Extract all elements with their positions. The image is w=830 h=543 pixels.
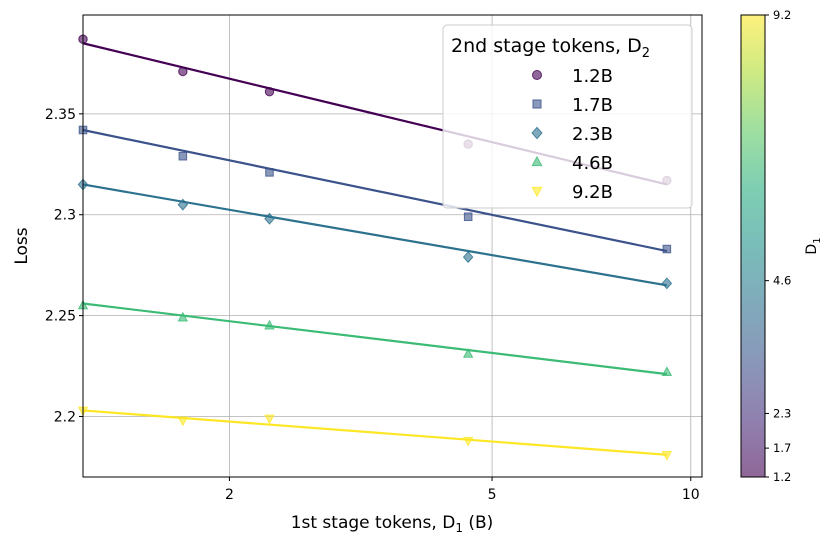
data-point-2.3B: [462, 251, 474, 264]
legend-title: 2nd stage tokens, D2: [451, 35, 650, 61]
data-point-4.6B: [661, 366, 673, 376]
data-point-9.2B: [177, 416, 189, 427]
data-point-9.2B: [462, 436, 474, 447]
data-point-2.3B: [264, 212, 275, 225]
x-axis-label: 1st stage tokens, D1 (B): [291, 513, 494, 535]
legend-marker-1.2B: [532, 70, 542, 80]
colorbar-tick-label: 2.3: [773, 406, 791, 420]
data-point-9.2B: [264, 414, 275, 425]
legend-box: [442, 24, 693, 209]
fit-line-4.6B: [82, 302, 667, 376]
y-axis-label: Loss: [12, 227, 32, 264]
colorbar-tick-label: 1.2: [773, 470, 791, 484]
fit-line-2.3B: [82, 183, 668, 287]
fit-line-1.7B: [82, 128, 668, 253]
data-point-2.3B: [661, 277, 673, 290]
data-point-1.7B: [463, 212, 473, 222]
legend-marker-1.7B: [532, 99, 542, 109]
y-tick-label: 2.35: [45, 107, 76, 123]
data-point-1.7B: [662, 244, 672, 254]
data-point-9.2B: [661, 450, 673, 461]
colorbar-tick-label: 4.6: [773, 274, 791, 288]
legend: 2nd stage tokens, D2 1.2B 1.7B 2.3B 4.6B 9.2…: [442, 24, 693, 209]
x-tick-label: 5: [488, 487, 497, 503]
y-tick-label: 2.25: [45, 309, 76, 325]
legend-label: 4.6B: [572, 153, 613, 174]
y-tick-label: 2.3: [54, 208, 76, 224]
colorbar-tick-label: 1.7: [773, 441, 791, 455]
colorbar-gradient: [740, 14, 766, 478]
colorbar-tick-label: 9.2: [773, 8, 791, 22]
legend-label: 2.3B: [572, 124, 613, 145]
legend-label: 1.7B: [572, 95, 613, 116]
colorbar-label: D1: [804, 237, 823, 254]
data-point-2.3B: [177, 198, 189, 211]
x-tick-label: 10: [682, 487, 700, 503]
legend-label: 1.2B: [572, 66, 613, 87]
legend-label: 9.2B: [572, 182, 613, 203]
data-point-1.7B: [178, 151, 188, 161]
data-point-1.2B: [264, 86, 275, 97]
y-tick-label: 2.2: [54, 409, 76, 425]
fit-line-9.2B: [82, 409, 667, 456]
data-point-1.2B: [178, 66, 188, 77]
data-point-1.7B: [265, 168, 274, 177]
data-point-4.6B: [177, 311, 189, 322]
plot-frame: [82, 14, 703, 478]
y-axis-ticks: 2.2 2.25 2.3 2.35: [45, 107, 83, 425]
x-axis-ticks: 2 5 10: [225, 477, 700, 503]
data-point-4.6B: [264, 319, 275, 330]
colorbar: 1.2 1.7 2.3 4.6 9.2 D1: [740, 8, 823, 484]
legend-marker-9.2B: [531, 186, 543, 198]
legend-marker-4.6B: [531, 155, 543, 167]
data-point-4.6B: [462, 348, 474, 358]
x-tick-label: 2: [225, 487, 234, 503]
legend-marker-2.3B: [531, 126, 543, 140]
